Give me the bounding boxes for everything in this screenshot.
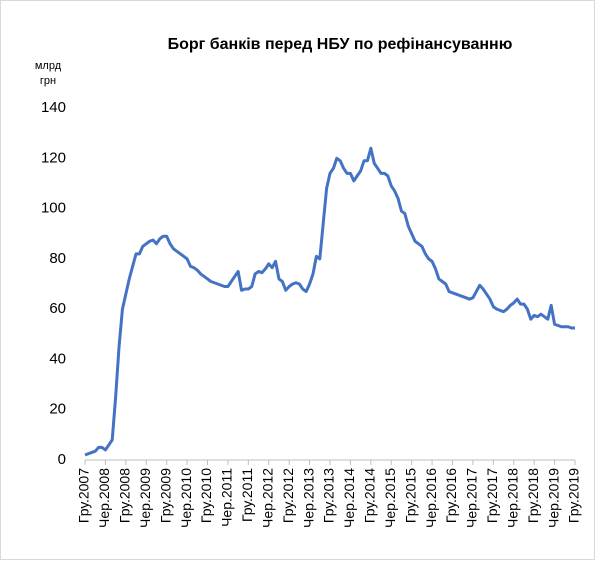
x-tick-label: Гру.2017 xyxy=(484,468,500,523)
y-tick-label: 40 xyxy=(49,350,66,367)
x-tick-label: Чер.2013 xyxy=(300,468,316,528)
y-tick-label: 80 xyxy=(49,250,66,267)
x-tick-label: Чер.2014 xyxy=(341,468,357,528)
x-tick-label: Гру.2008 xyxy=(117,468,133,523)
x-tick-label: Гру.2010 xyxy=(198,468,214,523)
x-tick-label: Гру.2012 xyxy=(280,468,296,523)
x-tick-label: Гру.2018 xyxy=(525,468,541,523)
x-tick-label: Гру.2007 xyxy=(76,468,92,523)
y-tick-label: 0 xyxy=(58,451,66,468)
x-tick-label: Чер.2011 xyxy=(219,468,235,527)
x-tick-label: Гру.2014 xyxy=(362,468,378,523)
x-tick-label: Гру.2019 xyxy=(566,468,582,523)
y-tick-label: 100 xyxy=(41,200,66,217)
x-tick-label: Гру.2015 xyxy=(402,468,418,523)
x-tick-label: Чер.2010 xyxy=(178,468,194,528)
x-tick-label: Чер.2017 xyxy=(464,468,480,528)
y-tick-label: 120 xyxy=(41,149,66,166)
x-tick-label: Гру.2011 xyxy=(239,468,255,522)
x-tick-label: Чер.2012 xyxy=(259,468,275,528)
x-tick-label: Чер.2019 xyxy=(545,468,561,528)
x-tick-label: Гру.2016 xyxy=(443,468,459,523)
x-tick-label: Чер.2018 xyxy=(504,468,520,528)
data-line xyxy=(84,146,575,457)
y-tick-label: 60 xyxy=(49,300,66,317)
x-tick-label: Чер.2008 xyxy=(96,468,112,528)
y-tick-label: 140 xyxy=(41,99,66,116)
y-tick-label: 20 xyxy=(49,401,66,418)
x-tick-label: Чер.2009 xyxy=(137,468,153,528)
y-axis-label: грн xyxy=(40,75,56,87)
x-tick-label: Гру.2009 xyxy=(157,468,173,523)
x-tick-label: Чер.2015 xyxy=(382,468,398,528)
chart-title: Борг банків перед НБУ по рефінансуванню xyxy=(168,36,513,53)
x-tick-label: Гру.2013 xyxy=(321,468,337,523)
y-axis-label: млрд xyxy=(35,60,62,72)
x-tick-label: Чер.2016 xyxy=(423,468,439,528)
